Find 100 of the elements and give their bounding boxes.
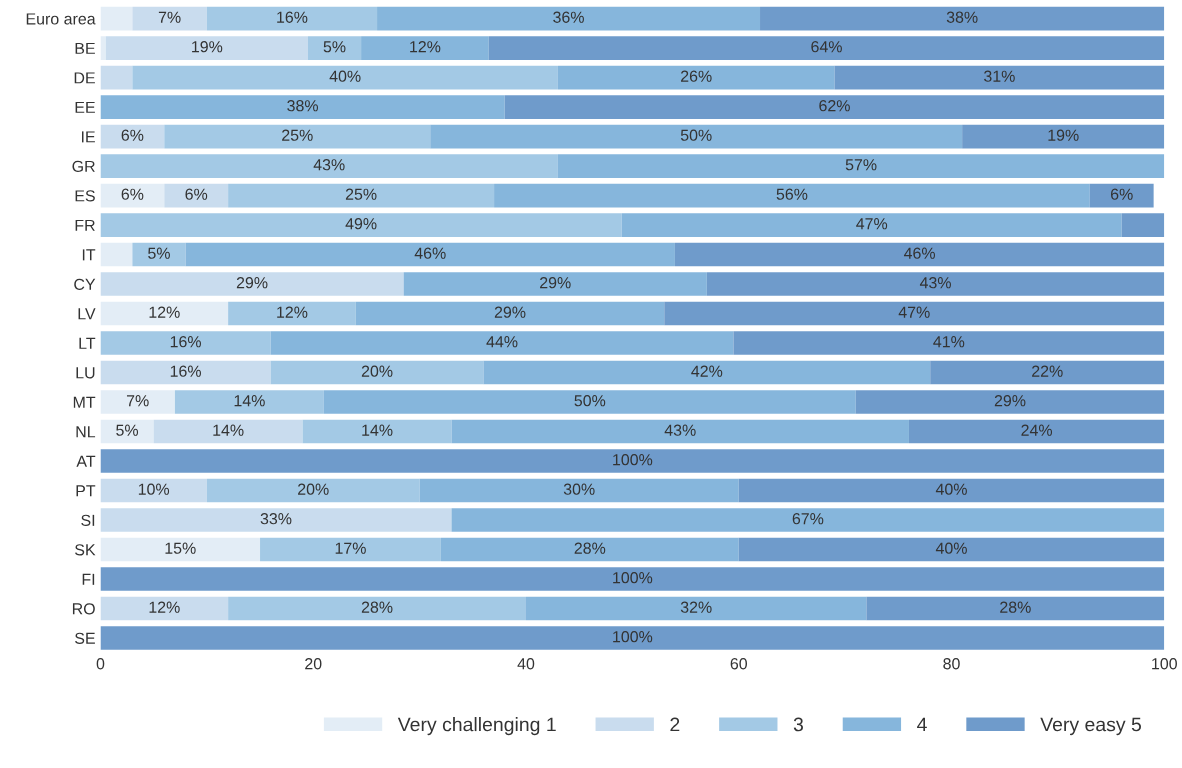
bar — [174, 390, 324, 414]
data-label: 43% — [664, 424, 696, 436]
y-tick-label: IE — [81, 131, 95, 143]
bar — [100, 95, 505, 119]
data-label: 40% — [329, 70, 361, 82]
y-tick-label: DE — [74, 72, 95, 84]
bar — [302, 419, 452, 444]
bar — [483, 360, 931, 385]
bar — [100, 419, 154, 444]
bar — [100, 478, 207, 503]
bar — [270, 331, 734, 355]
x-tick-label: 100 — [1152, 658, 1177, 670]
data-label: 29% — [236, 277, 268, 289]
y-tick-label: LU — [76, 367, 95, 379]
data-label: 10% — [138, 483, 170, 495]
bar — [738, 478, 1165, 503]
bar — [760, 6, 1165, 31]
bar — [100, 213, 622, 237]
bar — [164, 124, 431, 149]
data-label: 38% — [287, 100, 319, 112]
data-label: 5% — [148, 247, 170, 259]
data-label: 42% — [691, 365, 723, 377]
data-label: 41% — [933, 336, 965, 348]
bar — [323, 390, 856, 414]
bar — [100, 242, 133, 267]
bar — [100, 65, 133, 90]
bar — [1089, 183, 1154, 208]
data-label: 43% — [919, 277, 951, 289]
y-tick-label: ES — [75, 190, 95, 202]
data-label: 47% — [898, 306, 930, 318]
bar — [908, 419, 1165, 444]
bar — [451, 419, 909, 444]
data-label: 22% — [1032, 365, 1063, 377]
bar — [361, 36, 489, 60]
bar — [674, 242, 1165, 267]
data-label: 19% — [1048, 129, 1079, 141]
y-tick-label: RO — [72, 603, 95, 615]
data-label: 6% — [121, 129, 144, 141]
y-tick-label: SK — [75, 544, 96, 556]
data-label: 28% — [361, 601, 393, 613]
data-label: 36% — [553, 11, 584, 23]
data-label: 33% — [260, 513, 292, 525]
legend-label: 2 — [670, 717, 680, 732]
data-label: 50% — [574, 395, 606, 407]
y-tick-label: Euro area — [26, 13, 96, 25]
data-label: 64% — [811, 41, 842, 53]
data-label: 29% — [540, 277, 571, 289]
bar — [738, 537, 1165, 562]
data-label: 49% — [345, 218, 377, 230]
bar — [930, 360, 1165, 385]
data-label: 100% — [613, 572, 653, 584]
data-label: 40% — [935, 483, 967, 495]
bar — [855, 390, 1165, 414]
data-label: 67% — [792, 513, 824, 525]
x-tick-label: 40 — [517, 658, 535, 670]
data-label: 19% — [192, 41, 223, 53]
bar — [100, 626, 1165, 650]
data-label: 12% — [277, 306, 308, 318]
bar — [419, 478, 739, 503]
data-label: 6% — [1110, 188, 1133, 200]
x-tick-label: 80 — [943, 658, 960, 670]
data-label: 24% — [1021, 424, 1053, 436]
legend-label: Very easy 5 — [1040, 717, 1141, 736]
bar — [100, 183, 165, 208]
data-label: 16% — [170, 365, 201, 377]
data-label: 6% — [121, 188, 144, 200]
x-tick-label: 20 — [305, 658, 322, 670]
bar — [834, 65, 1165, 90]
bar — [100, 360, 271, 385]
bar — [100, 154, 558, 178]
data-label: 100% — [613, 454, 653, 466]
bar — [132, 6, 207, 31]
bar — [866, 596, 1165, 621]
y-tick-label: MT — [73, 396, 96, 408]
data-label: 44% — [486, 336, 518, 348]
data-label: 62% — [819, 100, 850, 112]
bar — [206, 6, 378, 31]
data-label: 7% — [158, 11, 181, 23]
y-tick-label: LT — [79, 337, 96, 349]
bar — [307, 36, 362, 60]
y-tick-label: FI — [82, 573, 95, 585]
legend-label: 4 — [917, 717, 927, 732]
bar — [270, 360, 484, 385]
bar — [228, 183, 495, 208]
y-tick-label: FR — [75, 219, 95, 231]
bar — [1121, 213, 1165, 237]
data-label: 5% — [323, 41, 346, 53]
bar — [100, 272, 404, 296]
bar — [100, 449, 1165, 473]
data-label: 17% — [335, 542, 366, 554]
bar — [962, 124, 1165, 149]
y-tick-label: CY — [74, 278, 96, 291]
data-label: 46% — [414, 247, 446, 259]
bar — [100, 301, 229, 326]
bar — [100, 537, 261, 562]
bar — [494, 183, 1090, 208]
data-label: 12% — [149, 306, 180, 318]
data-label: 15% — [165, 542, 196, 554]
x-tick-label: 60 — [730, 658, 748, 670]
bar — [525, 596, 867, 621]
